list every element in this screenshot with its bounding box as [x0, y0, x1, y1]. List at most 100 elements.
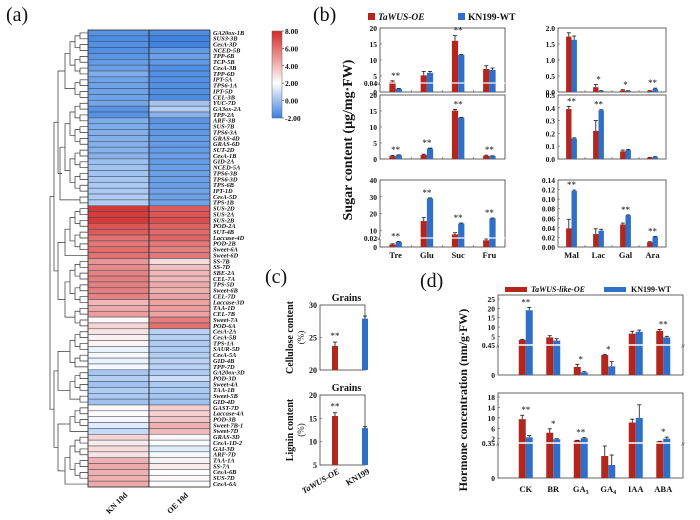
heatmap-cell: [87, 164, 150, 171]
bar-oe: [620, 90, 626, 92]
heatmap-row-label: Sweet-6B: [213, 288, 239, 295]
heatmap-row-label: TPP-6D: [213, 71, 235, 78]
dendrogram-branch: [79, 161, 88, 169]
bar-oe: [573, 440, 581, 478]
y-tick-label: 0.02: [542, 233, 555, 242]
heatmap-cell: [148, 152, 211, 160]
dendrogram-branch: [74, 334, 80, 347]
heatmap-cell: [148, 100, 211, 107]
x-tick-label: BR: [547, 484, 560, 494]
subplot-title: Grains: [332, 293, 362, 304]
heatmap-row-label: SUS-7D: [213, 475, 235, 482]
bar-oe: [483, 155, 490, 159]
bar-oe: [546, 432, 554, 478]
bar-wt: [458, 117, 465, 159]
heatmap-cell: [87, 269, 150, 277]
dendrogram-branch: [64, 228, 70, 256]
heatmap-row-label: NCED-5B: [212, 47, 241, 54]
axis-break-mark: ≈: [376, 80, 380, 88]
bar-wt: [525, 437, 533, 478]
dendrogram-branch: [79, 208, 88, 215]
bar-wt: [571, 191, 577, 247]
heatmap-cell: [87, 146, 150, 154]
dendrogram-branch: [79, 243, 88, 251]
heatmap-cell: [148, 76, 211, 83]
y-tick-label: 0.0: [546, 155, 556, 164]
dendrogram-branch: [79, 343, 88, 350]
bar-wt: [553, 439, 561, 478]
heatmap-row-label: TPS6-1A: [213, 83, 237, 90]
dendrogram-branch: [57, 351, 62, 391]
dendrogram-branch: [74, 310, 80, 324]
y-tick-label: 10: [488, 414, 496, 423]
significance-label: **: [391, 145, 401, 155]
dendrogram-branch: [79, 56, 88, 63]
y-tick-label: 10: [370, 226, 378, 235]
x-tick-label: ABA: [654, 484, 673, 494]
dendrogram-branch: [79, 296, 88, 303]
heatmap-row-label: CEL-3B: [213, 94, 236, 101]
heatmap-cell: [87, 351, 150, 359]
heatmap-cell: [87, 457, 150, 464]
heatmap-cell: [148, 340, 211, 347]
hormone-subplot-frame: [497, 294, 684, 376]
heatmap-cell: [148, 164, 211, 171]
heatmap-cell: [87, 299, 150, 306]
dendrogram-branch: [74, 105, 80, 119]
heatmap-row-label: CEL-7D: [213, 293, 236, 300]
y-tick-label: 30: [309, 301, 317, 310]
bar-oe: [389, 81, 396, 92]
dendrogram-branch: [74, 357, 80, 368]
bar-wt: [580, 438, 588, 478]
bar-oe: [332, 416, 338, 465]
x-tick-label: Lac: [592, 250, 606, 260]
heatmap-cell: [148, 387, 211, 394]
dendrogram-branch: [74, 35, 80, 48]
x-tick-label: Gal: [619, 250, 633, 260]
y-tick-label: 15: [309, 414, 317, 423]
y-tick-label: 25: [488, 295, 496, 304]
dendrogram-branch: [79, 184, 88, 192]
heatmap-row-label: GA20ox-1B: [213, 30, 245, 37]
heatmap-cell: [148, 88, 211, 95]
bar-oe: [573, 367, 581, 375]
heatmap-cell: [87, 158, 150, 166]
heatmap-cell: [87, 398, 150, 406]
x-tick-label: CK: [519, 484, 532, 494]
heatmap-cell: [148, 480, 211, 488]
x-tick-label: TaWUS-OE: [300, 466, 341, 496]
bar-oe: [566, 109, 572, 159]
y-tick-label: 0.02: [364, 234, 377, 243]
bar-oe: [451, 234, 459, 247]
heatmap-row-label: GID-4B: [213, 358, 235, 365]
bar-wt: [580, 372, 588, 375]
dendrogram-branch: [74, 58, 80, 72]
heatmap-row-label: GID-4D: [213, 399, 235, 406]
heatmap-cell: [87, 275, 150, 283]
heatmap-cell: [87, 246, 150, 253]
heatmap-row-label: CesA-1D-2: [213, 440, 243, 447]
dendrogram-branch: [79, 319, 88, 327]
heatmap-row-label: SUT-4B: [213, 229, 235, 236]
dendrogram-branch: [79, 32, 88, 40]
heatmap-row-label: SS-7A: [213, 463, 230, 470]
heatmap-cell: [148, 158, 211, 166]
y-tick-label: 0.08: [542, 205, 555, 214]
dendrogram-branch: [79, 460, 88, 467]
dendrogram-branch: [69, 416, 75, 432]
dendrogram-branch: [79, 196, 88, 204]
heatmap-cell: [87, 445, 150, 453]
dendrogram-branch: [74, 234, 80, 248]
axis-break-mark: ≈: [376, 235, 380, 243]
dendrogram-branch: [74, 287, 80, 300]
bar-oe: [647, 91, 653, 92]
heatmap-cell: [87, 393, 150, 400]
dendrogram-branch: [69, 158, 75, 183]
y-tick-label: 5: [373, 139, 377, 148]
heatmap-cell: [87, 129, 150, 136]
heatmap-cell: [148, 293, 211, 300]
heatmap-cell: [148, 146, 211, 154]
heatmap-row-label: SBE-2A: [213, 270, 235, 277]
dendrogram-branch: [79, 436, 88, 444]
y-tick-label: 10: [488, 323, 496, 332]
